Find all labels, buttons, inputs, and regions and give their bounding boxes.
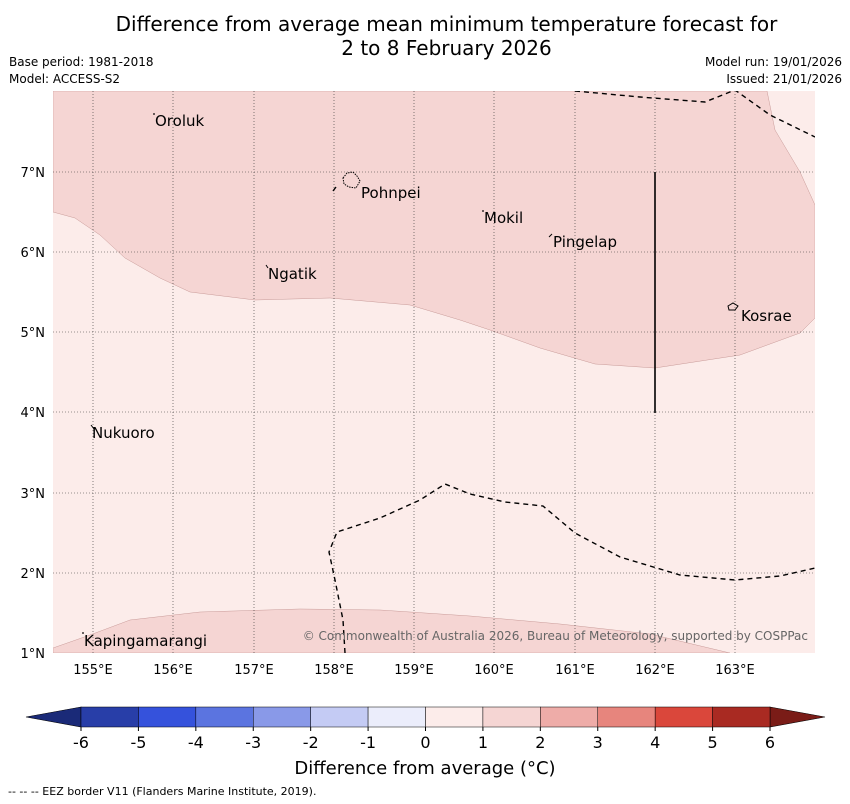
colorbar-tick-label: -4 xyxy=(188,733,204,752)
lat-label: 4°N xyxy=(21,406,46,421)
colorbar-segment xyxy=(367,706,426,728)
lon-label: 163°E xyxy=(715,663,755,678)
colorbar-tick-label: 5 xyxy=(707,733,717,752)
colorbar-tick-label: -3 xyxy=(245,733,261,752)
colorbar-segment xyxy=(597,706,656,728)
lat-label: 6°N xyxy=(21,246,46,261)
lat-label: 1°N xyxy=(21,647,46,662)
colorbar-segment xyxy=(253,706,311,728)
title-line-1: Difference from average mean minimum tem… xyxy=(115,12,778,36)
colorbar-segment xyxy=(310,706,369,728)
label-kosrae: Kosrae xyxy=(741,307,792,325)
colorbar-tick-label: -6 xyxy=(73,733,89,752)
colorbar-segments xyxy=(80,706,771,728)
lon-label: 156°E xyxy=(153,663,193,678)
colorbar-tick-label: 3 xyxy=(593,733,603,752)
colorbar-tick-label: 0 xyxy=(420,733,430,752)
lon-label: 159°E xyxy=(394,663,434,678)
latitude-labels: 7°N 6°N 5°N 4°N 3°N 2°N 1°N xyxy=(21,166,46,662)
colorbar-tick-label: 2 xyxy=(535,733,545,752)
map-title: Difference from average mean minimum tem… xyxy=(0,12,850,60)
colorbar-tick-label: 4 xyxy=(650,733,660,752)
colorbar-segment xyxy=(654,706,713,728)
colorbar-ticks: -6 -5 -4 -3 -2 -1 0 1 2 3 4 5 6 xyxy=(73,727,775,752)
longitude-labels: 155°E 156°E 157°E 158°E 159°E 160°E 161°… xyxy=(73,663,755,678)
lon-label: 157°E xyxy=(234,663,274,678)
label-ngatik: Ngatik xyxy=(268,265,317,283)
colorbar: -6 -5 -4 -3 -2 -1 0 1 2 3 4 5 6 Difference from aver… xyxy=(25,706,826,779)
atoll-markers xyxy=(82,113,553,634)
colorbar-segment xyxy=(482,706,541,728)
label-nukuoro: Nukuoro xyxy=(92,424,155,442)
colorbar-segment xyxy=(138,706,197,728)
place-labels: Oroluk Pohnpei Mokil Pingelap Ngatik Kos… xyxy=(84,112,792,650)
copyright-text: © Commonwealth of Australia 2026, Bureau… xyxy=(303,629,808,643)
lon-label: 162°E xyxy=(635,663,675,678)
colorbar-high-extension xyxy=(769,706,826,728)
lon-label: 155°E xyxy=(73,663,113,678)
colorbar-tick-label: -5 xyxy=(130,733,146,752)
label-pingelap: Pingelap xyxy=(553,233,617,251)
colorbar-low-extension xyxy=(25,706,82,728)
lat-label: 2°N xyxy=(21,567,46,582)
label-pohnpei: Pohnpei xyxy=(361,184,421,202)
lat-label: 7°N xyxy=(21,166,46,181)
colorbar-segment xyxy=(540,706,598,728)
map-area: © Commonwealth of Australia 2026, Bureau… xyxy=(53,91,815,653)
colorbar-tick-label: -2 xyxy=(303,733,319,752)
issued-date: Issued: 21/01/2026 xyxy=(726,72,842,86)
label-kapingamarangi: Kapingamarangi xyxy=(84,632,207,650)
colorbar-segment xyxy=(712,706,771,728)
graticule xyxy=(53,91,815,653)
model-run: Model run: 19/01/2026 xyxy=(704,55,842,69)
pohnpei-island xyxy=(342,171,361,189)
band-1-to-2-north xyxy=(53,91,815,369)
title-line-2: 2 to 8 February 2026 xyxy=(341,36,552,60)
model-name: Model: ACCESS-S2 xyxy=(9,72,121,86)
eez-border xyxy=(328,91,815,653)
colorbar-segment xyxy=(425,706,484,728)
eez-footnote: -- -- -- EEZ border V11 (Flanders Marine… xyxy=(8,785,317,798)
meta-left: Base period: 1981-2018 Model: ACCESS-S2 xyxy=(9,54,154,88)
label-mokil: Mokil xyxy=(484,209,523,227)
lon-label: 161°E xyxy=(555,663,595,678)
lat-label: 3°N xyxy=(21,487,46,502)
lon-label: 158°E xyxy=(314,663,354,678)
band-1-to-2-south xyxy=(53,608,731,653)
kosrae-island xyxy=(727,302,739,311)
colorbar-label: Difference from average (°C) xyxy=(294,758,555,779)
lon-label: 160°E xyxy=(474,663,514,678)
colorbar-segment xyxy=(195,706,254,728)
meta-right: Model run: 19/01/2026 Issued: 21/01/2026 xyxy=(705,54,842,88)
label-oroluk: Oroluk xyxy=(155,112,204,130)
colorbar-tick-label: 6 xyxy=(765,733,775,752)
colorbar-tick-label: -1 xyxy=(360,733,376,752)
lat-label: 5°N xyxy=(21,326,46,341)
base-period: Base period: 1981-2018 xyxy=(9,55,154,69)
colorbar-tick-label: 1 xyxy=(478,733,488,752)
colorbar-segment xyxy=(80,706,139,728)
